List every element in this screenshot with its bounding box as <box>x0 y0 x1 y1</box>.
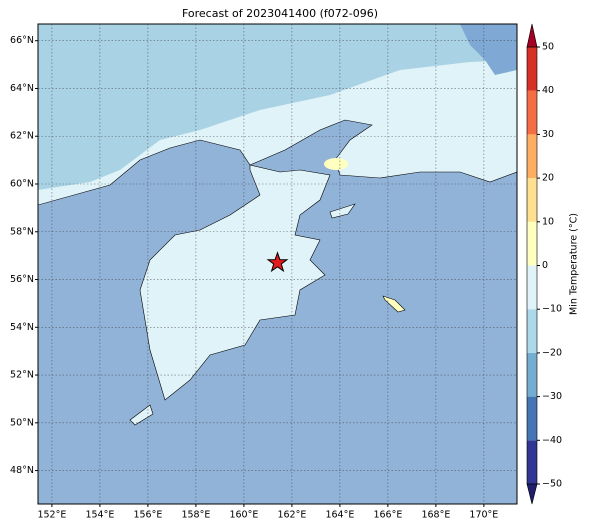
colorbar-under <box>526 483 538 505</box>
colorbar-tick-label: 40 <box>542 85 554 96</box>
y-tick-label: 60°N <box>10 179 34 190</box>
map-title: Forecast of 2023041400 (f072-096) <box>182 7 378 20</box>
warm-patch <box>324 158 348 170</box>
colorbar-label: Min Temperature (°C) <box>569 213 580 315</box>
x-tick-label: 168°E <box>421 510 450 521</box>
x-tick-label: 152°E <box>37 510 66 521</box>
colorbar-band <box>527 396 537 441</box>
colorbar-band <box>527 265 537 310</box>
x-tick-label: 158°E <box>181 510 210 521</box>
colorbar-tick-label: 20 <box>542 173 554 184</box>
colorbar-tick-label: 0 <box>542 260 548 271</box>
cold-patch <box>460 24 517 75</box>
x-tick-label: 156°E <box>133 510 162 521</box>
y-tick-label: 66°N <box>10 35 34 46</box>
x-tick-label: 162°E <box>277 510 306 521</box>
colorbar-band <box>527 440 537 484</box>
y-tick-label: 48°N <box>10 465 34 476</box>
map-area <box>38 24 517 504</box>
x-tick-label: 170°E <box>469 510 498 521</box>
x-tick-label: 154°E <box>85 510 114 521</box>
x-tick-label: 164°E <box>325 510 354 521</box>
y-tick-label: 50°N <box>10 417 34 428</box>
colorbar-band <box>527 47 537 91</box>
colorbar-tick-label: 10 <box>542 216 554 227</box>
colorbar-band <box>527 90 537 135</box>
colorbar-tick-label: −20 <box>542 347 562 358</box>
colorbar-band <box>527 352 537 397</box>
y-tick-label: 64°N <box>10 83 34 94</box>
cold-zone <box>38 24 517 190</box>
y-tick-label: 54°N <box>10 322 34 333</box>
colorbar-band <box>527 309 537 353</box>
map-frame <box>37 23 518 505</box>
colorbar-tick-label: −40 <box>542 435 562 446</box>
island <box>129 404 154 426</box>
x-tick-label: 160°E <box>229 510 258 521</box>
island <box>329 203 356 219</box>
y-tick-label: 62°N <box>10 131 34 142</box>
y-tick-label: 56°N <box>10 274 34 285</box>
colorbar-tick-label: −30 <box>542 391 562 402</box>
location-marker <box>266 251 289 273</box>
colorbar-band <box>527 178 537 222</box>
y-tick-label: 58°N <box>10 226 34 237</box>
colorbar-tick-label: −10 <box>542 304 562 315</box>
colorbar-band <box>527 221 537 266</box>
colorbar-tick-label: 50 <box>542 42 554 53</box>
x-tick-label: 166°E <box>373 510 402 521</box>
colorbar-band <box>527 134 537 179</box>
colorbar-tick-label: −50 <box>542 479 562 490</box>
y-tick-label: 52°N <box>10 370 34 381</box>
island <box>382 295 406 313</box>
colorbar-tick-label: 30 <box>542 129 554 140</box>
colorbar-over <box>526 23 538 48</box>
